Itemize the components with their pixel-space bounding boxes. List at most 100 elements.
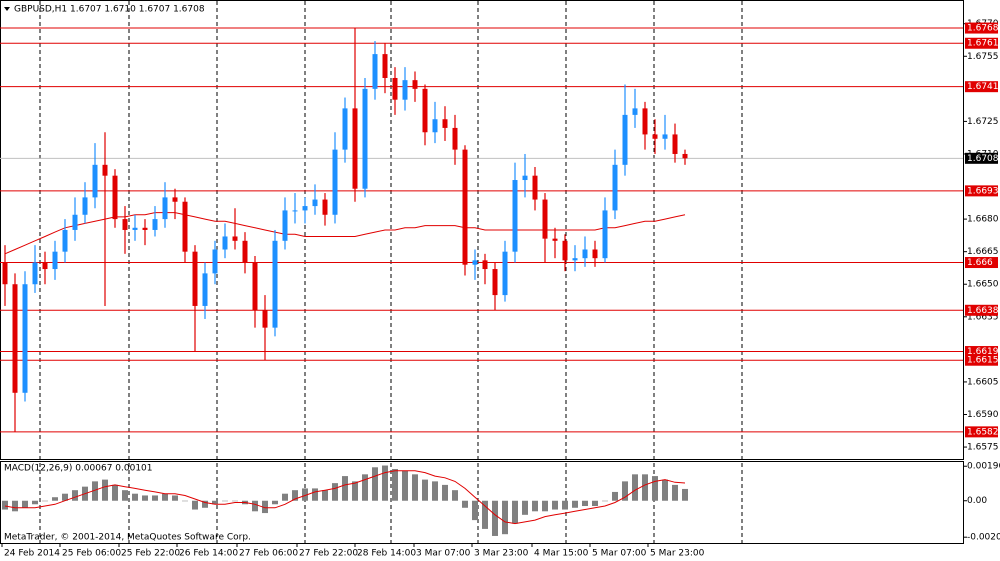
candle-body (412, 80, 418, 89)
level-label: 1.666 (967, 258, 993, 268)
x-tick-label: 26 Feb 14:00 (179, 549, 238, 559)
macd-bar (392, 469, 398, 501)
candle-body (512, 180, 518, 252)
candle-body (152, 219, 158, 230)
x-tick-label: 3 Mar 23:00 (474, 549, 529, 559)
candle-body (192, 251, 198, 306)
level-label-bg (965, 37, 998, 49)
candle-body (242, 240, 248, 263)
macd-bar (212, 500, 218, 505)
candle-body (52, 251, 58, 270)
level-label: 1.6615 (967, 356, 999, 366)
current-price-label-bg (965, 152, 998, 164)
candle-body (652, 134, 658, 139)
macd-bar (452, 490, 458, 501)
candle-body (162, 197, 168, 220)
candle-body (292, 210, 298, 212)
macd-bar (92, 481, 98, 501)
macd-bar (552, 500, 558, 510)
macd-bar (362, 474, 368, 501)
macd-bar (532, 500, 538, 512)
candle-body (92, 164, 98, 198)
x-tick-label: 27 Feb 22:00 (299, 549, 358, 559)
candle-body (612, 164, 618, 211)
y-tick-label: 1.6725 (967, 117, 999, 127)
y-tick-label: 0.00196 (967, 462, 1000, 472)
chart-title: GBPUSD,H1 1.6707 1.6710 1.6707 1.6708 (14, 5, 205, 15)
y-tick-label: 1.6650 (967, 280, 999, 290)
macd-bar (312, 488, 318, 501)
candle-body (82, 197, 88, 215)
macd-bar (662, 479, 668, 501)
level-label: 1.6768 (967, 24, 999, 34)
macd-bar (192, 500, 198, 510)
macd-bar (462, 500, 468, 508)
candle-body (312, 199, 318, 207)
macd-bar (612, 491, 618, 501)
macd-bar (382, 465, 388, 501)
candle-body (552, 238, 558, 241)
candle-body (562, 240, 568, 261)
candle-body (522, 175, 528, 181)
candle-body (592, 249, 598, 259)
candle-body (362, 88, 368, 189)
macd-bar (502, 500, 508, 535)
macd-bar (112, 484, 118, 501)
candle-body (532, 175, 538, 200)
candle-body (492, 269, 498, 296)
candle-body (62, 229, 68, 252)
macd-bar (472, 500, 478, 521)
candle-body (222, 236, 228, 250)
candle-body (132, 227, 138, 230)
macd-bar (202, 500, 208, 508)
level-label-bg (965, 304, 998, 316)
macd-bar (492, 500, 498, 536)
macd-bar (102, 479, 108, 501)
candle-body (262, 310, 268, 328)
candle-body (602, 210, 608, 259)
macd-bar (322, 490, 328, 501)
macd-bar (522, 500, 528, 515)
macd-bar (282, 493, 288, 501)
candle-body (622, 114, 628, 165)
macd-bar (302, 488, 308, 501)
macd-bar (32, 500, 38, 505)
y-tick-label: 1.6680 (967, 215, 999, 225)
macd-bar (622, 481, 628, 501)
candle-body (122, 219, 128, 230)
macd-panel-frame (0, 461, 964, 544)
candle-body (402, 80, 408, 100)
level-label: 1.6693 (967, 186, 999, 196)
macd-bar (12, 500, 18, 512)
candle-body (252, 262, 258, 311)
candle-body (322, 199, 328, 215)
x-tick-label: 25 Feb 06:00 (62, 549, 121, 559)
macd-bar (432, 481, 438, 501)
candle-body (2, 262, 8, 285)
level-label-bg (965, 22, 998, 34)
macd-title: MACD(12,26,9) 0.00067 0.00101 (4, 464, 153, 474)
macd-signal (4, 470, 686, 525)
level-label-bg (965, 257, 998, 269)
level-label-bg (965, 346, 998, 358)
macd-bar (252, 500, 258, 512)
candle-body (422, 88, 428, 133)
candle-body (442, 119, 448, 128)
x-tick-label: 3 Mar 07:00 (416, 549, 471, 559)
macd-bar (422, 479, 428, 501)
candle-body (182, 201, 188, 252)
candle-body (42, 262, 48, 270)
y-tick-label: -0.00207 (967, 533, 1000, 543)
y-tick-label: 1.6590 (967, 410, 999, 420)
candle-body (482, 260, 488, 270)
candle-body (642, 108, 648, 135)
candle-body (352, 108, 358, 189)
macd-bar (352, 481, 358, 501)
macd-bar (412, 474, 418, 501)
macd-bar (42, 500, 48, 502)
current-price-label: 1.6708 (967, 154, 999, 164)
candle-body (382, 54, 388, 78)
level-label-bg (965, 354, 998, 366)
macd-bar (162, 493, 168, 501)
